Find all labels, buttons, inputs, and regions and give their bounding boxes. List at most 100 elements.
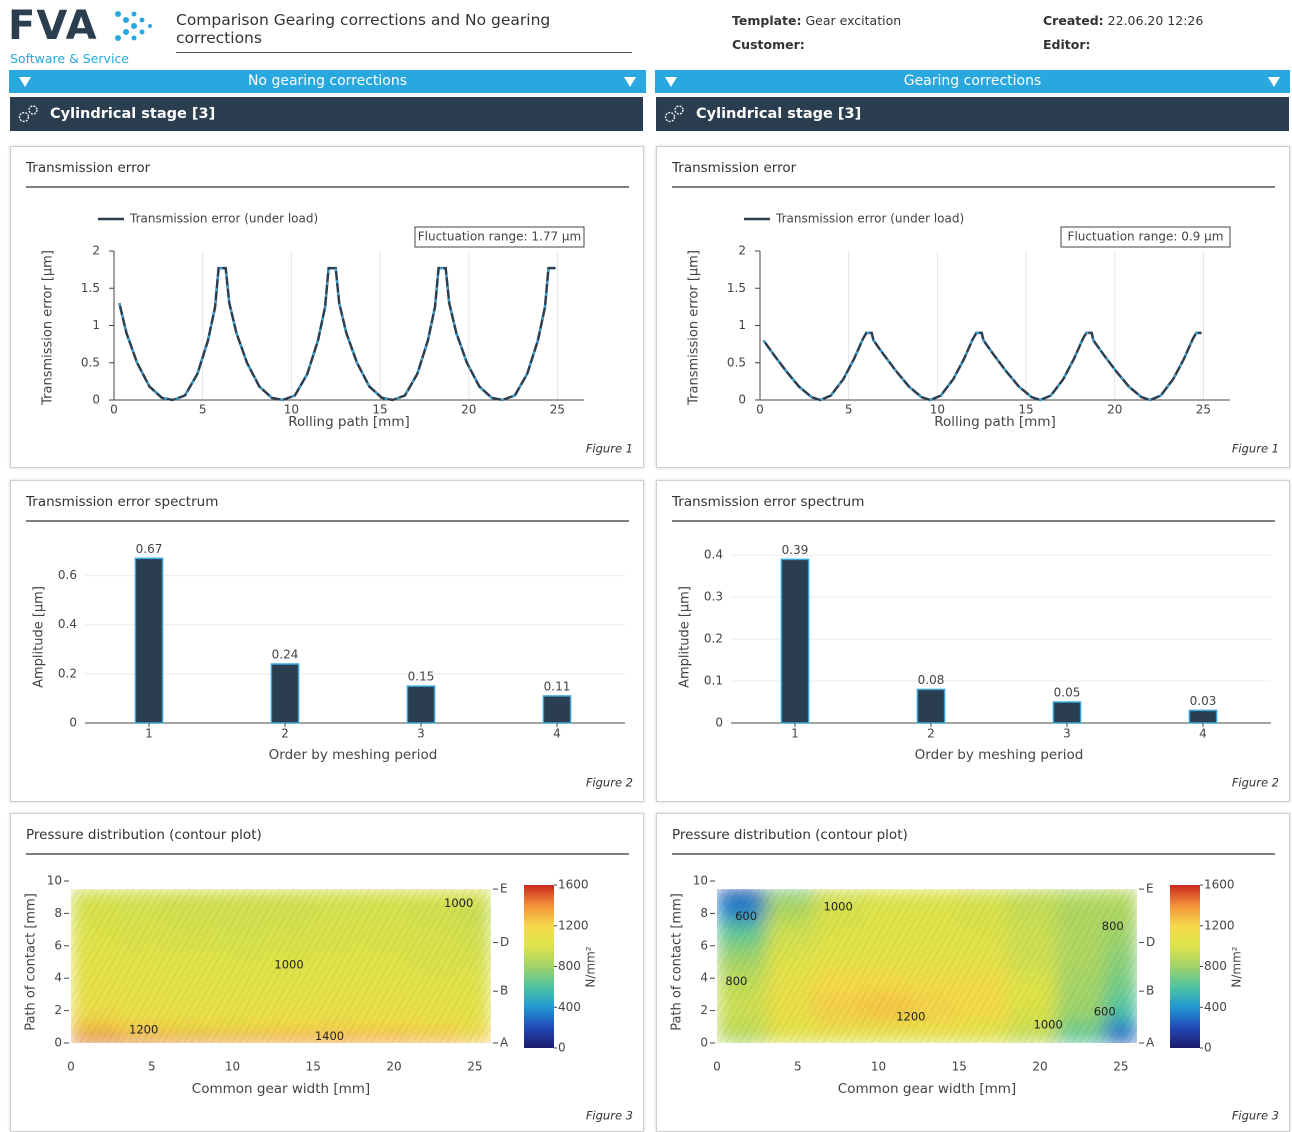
panel-title: Transmission error [25,160,151,176]
panel-title: Pressure distribution (contour plot) [26,827,262,843]
x-tick-label: 3 [417,727,425,741]
collapse-icon [624,77,636,87]
x-tick-label: 2 [281,727,289,741]
bar [542,695,572,724]
colorbar-title: N/mm² [1230,946,1244,987]
x-tick-label: 0 [67,1060,75,1074]
y-tick-label: 0 [69,716,77,730]
y-tick-label: 2 [92,244,100,258]
y-tick-label: 0.6 [58,568,77,582]
series-markers [118,267,556,402]
hatch-overlay [71,889,491,1043]
stage-bar: Cylindrical stage [3] [656,97,1289,131]
y-tick-label: 2 [54,1003,62,1017]
figure-label: Figure 2 [1232,776,1279,790]
bar [916,688,946,724]
colorbar-tick-label: 1600 [1204,878,1235,892]
figure-card: Transmission error Figure 1 0 5 10 15 20 25 0 0.5… [656,146,1290,468]
y-tick-label: 10 [47,874,62,888]
y-tick-label: 4 [700,971,708,985]
logo: FVA [8,4,152,49]
y2-tick-label: A [1146,1036,1155,1050]
value-label: 0.24 [272,648,299,662]
colorbar-tick-label: 400 [558,1000,581,1014]
created-value: 22.06.20 12:26 [1107,13,1204,28]
x-tick-label: 3 [1063,727,1071,741]
y-axis-label: Amplitude [µm] [678,586,693,688]
panel-title: Transmission error spectrum [25,494,218,510]
panel-title: Transmission error spectrum [671,494,864,510]
figure-card: Transmission error Figure 1 0 5 10 15 20 25 0 0.5… [10,146,644,468]
logo-subtitle: Software & Service [10,51,129,66]
template-value: Gear excitation [805,13,902,28]
y-tick-label: 0 [92,393,100,407]
contour-label: 600 [1094,1005,1116,1019]
x-tick-label: 25 [1196,403,1211,417]
collapse-icon [665,77,677,87]
customer-label: Customer: [732,37,805,52]
report-title: Comparison Gearing corrections and No ge… [176,11,632,53]
contour-label: 800 [1102,919,1124,933]
x-tick-label: 0 [756,403,764,417]
series-markers [762,331,1202,402]
x-axis-label: Order by meshing period [915,747,1084,763]
x-tick-label: 25 [1113,1060,1128,1074]
colorbar-tick-label: 1600 [558,878,589,892]
logo-text: FVA [8,4,98,49]
x-axis-label: Rolling path [mm] [288,414,410,430]
x-tick-label: 15 [372,403,387,417]
heatmap [71,889,491,1043]
section-bar[interactable]: No gearing corrections [9,70,646,93]
x-axis-label: Common gear width [mm] [838,1081,1016,1097]
section-bar[interactable]: Gearing corrections [655,70,1290,93]
contour-label: 600 [735,909,757,923]
value-label: 0.15 [408,670,435,684]
figure: Pressure distribution (contour plot) Figu… [670,827,1280,1123]
editor-label: Editor: [1043,37,1091,52]
y2-tick-label: B [500,984,508,998]
stage-title: Cylindrical stage [3] [696,106,862,122]
colorbar [1170,885,1200,1048]
x-tick-label: 25 [550,403,565,417]
y-axis-label: Amplitude [µm] [32,586,47,688]
bar [1188,709,1218,724]
value-label: 0.05 [1054,686,1081,700]
figure-card: Transmission error spectrum Figure 2 0 0.1 0… [656,480,1290,802]
collapse-icon [1268,77,1280,87]
x-tick-label: 20 [386,1060,401,1074]
x-tick-label: 20 [1107,403,1122,417]
colorbar-title: N/mm² [584,946,598,987]
y-tick-label: 0.1 [704,674,723,688]
y-tick-label: 1 [92,318,100,332]
x-tick-label: 1 [791,727,799,741]
y-tick-label: 4 [54,971,62,985]
gear [18,111,30,123]
y-tick-label: 1 [738,318,746,332]
figure-label: Figure 1 [586,442,633,456]
y-axis-label: Path of contact [mm] [670,893,685,1031]
hatch-overlay [717,889,1137,1043]
legend-label: Transmission error (under load) [775,212,964,226]
logo-dots [115,11,152,41]
figure-label: Figure 1 [1232,442,1279,456]
figure-card: Transmission error spectrum Figure 2 0 0.2 0… [10,480,644,802]
contour-label: 800 [725,974,747,988]
customer-field: Customer: [732,37,809,52]
panel-title: Transmission error [671,160,797,176]
gear [28,105,38,115]
x-tick-label: 4 [1199,727,1207,741]
contour-label: 1200 [129,1023,158,1037]
colorbar-tick-label: 800 [1204,959,1227,973]
figure: Pressure distribution (contour plot) Figu… [24,827,634,1123]
x-axis-label: Rolling path [mm] [934,414,1056,430]
y-tick-label: 0 [738,393,746,407]
y-tick-label: 2 [738,244,746,258]
stage-bar: Cylindrical stage [3] [10,97,643,131]
x-tick-label: 5 [794,1060,802,1074]
colorbar-tick-label: 400 [1204,1000,1227,1014]
y-axis-label: Transmission error [µm] [41,250,56,406]
x-tick-label: 1 [145,727,153,741]
contour-label: 1400 [315,1029,344,1043]
y-tick-label: 0.3 [704,590,723,604]
